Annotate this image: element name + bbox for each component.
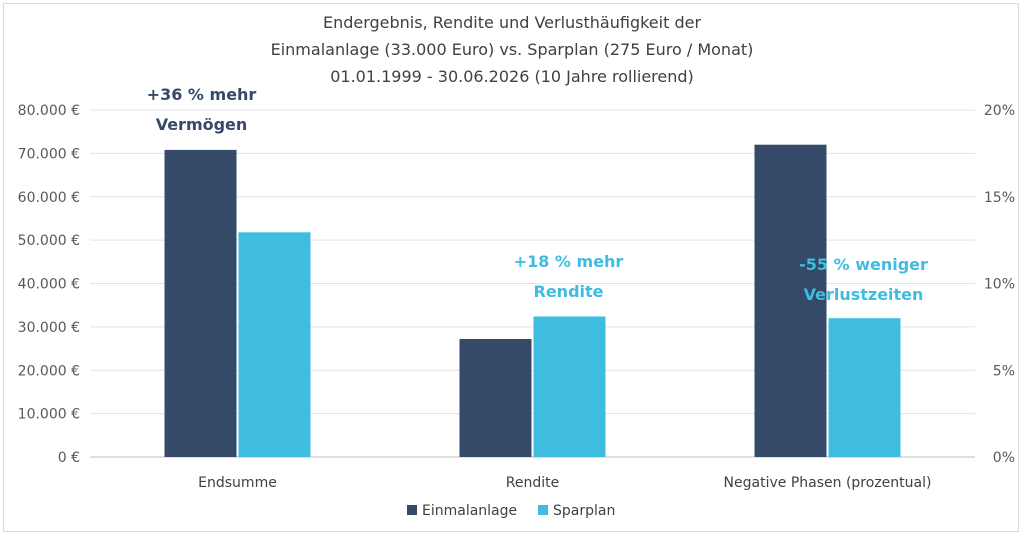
annotation-text: Verlustzeiten [804, 285, 924, 304]
bar-einmalanlage-1 [459, 339, 532, 457]
chart-title-line-1: Endergebnis, Rendite und Verlusthäufigke… [323, 13, 701, 32]
bar-sparplan-2 [828, 318, 901, 457]
legend-swatch [538, 505, 548, 515]
left-tick-label: 20.000 € [18, 363, 80, 379]
annotation-text: +18 % mehr [514, 252, 624, 271]
bars [164, 144, 901, 457]
legend-swatch [407, 505, 417, 515]
category-label: Rendite [506, 475, 559, 491]
legend-label: Einmalanlage [422, 503, 517, 519]
left-tick-label: 70.000 € [18, 146, 80, 162]
annotation-text: Vermögen [156, 115, 248, 134]
right-tick-label: 5% [993, 363, 1015, 379]
right-tick-label: 0% [993, 450, 1015, 466]
left-axis-ticks: 0 € 10.000 € 20.000 € 30.000 € 40.000 € 50.00… [18, 103, 80, 466]
left-tick-label: 60.000 € [18, 190, 80, 206]
chart-title-line-3: 01.01.1999 - 30.06.2026 (10 Jahre rollie… [330, 67, 694, 86]
annotation-text: -55 % weniger [799, 255, 928, 274]
chart-title: Endergebnis, Rendite und Verlusthäufigke… [271, 13, 754, 86]
legend-label: Sparplan [553, 503, 615, 519]
left-tick-label: 10.000 € [18, 407, 80, 423]
right-tick-label: 20% [984, 103, 1015, 119]
bar-einmalanlage-2 [754, 144, 827, 457]
left-tick-label: 40.000 € [18, 277, 80, 293]
chart-frame [3, 3, 1019, 532]
left-tick-label: 80.000 € [18, 103, 80, 119]
right-tick-label: 15% [984, 190, 1015, 206]
category-label: Negative Phasen (prozentual) [724, 475, 932, 491]
left-tick-label: 50.000 € [18, 233, 80, 249]
left-tick-label: 30.000 € [18, 320, 80, 336]
right-axis-ticks: 0% 5% 10% 15% 20% [984, 103, 1015, 466]
category-label: Endsumme [198, 475, 277, 491]
right-tick-label: 10% [984, 277, 1015, 293]
annotations: +36 % mehr Vermögen +18 % mehr Rendite -55 %… [147, 85, 928, 304]
annotation-text: Rendite [534, 282, 604, 301]
bar-einmalanlage-0 [164, 149, 237, 457]
bar-sparplan-0 [238, 232, 311, 457]
annotation-text: +36 % mehr [147, 85, 257, 104]
legend: Einmalanlage Sparplan [407, 503, 615, 519]
bar-sparplan-1 [533, 316, 606, 457]
chart-title-line-2: Einmalanlage (33.000 Euro) vs. Sparplan … [271, 40, 754, 59]
gridlines [90, 109, 975, 458]
category-labels: Endsumme Rendite Negative Phasen (prozentu… [198, 475, 931, 491]
left-tick-label: 0 € [58, 450, 80, 466]
